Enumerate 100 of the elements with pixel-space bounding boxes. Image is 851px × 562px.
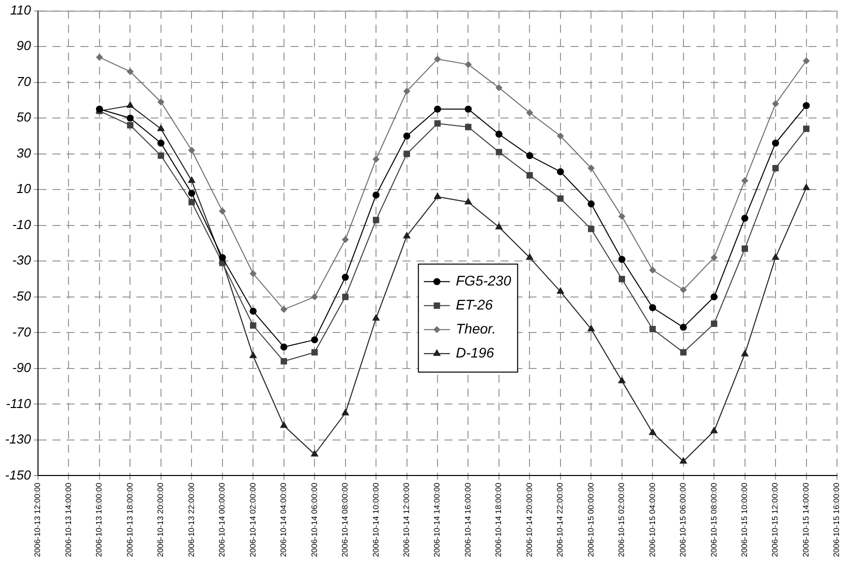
point [464,198,472,204]
y-tick-label: -130 [4,432,32,447]
y-tick-label: -110 [6,396,32,411]
point [495,130,502,138]
x-tick-label: 2006-10-14 00:00:00 [218,482,227,558]
point [434,192,442,200]
point [434,56,442,63]
point [588,200,595,208]
x-tick-label: 2006-10-14 16:00:00 [463,482,472,558]
x-tick-label: 2006-10-14 08:00:00 [340,482,350,558]
point [802,57,810,64]
point [402,232,411,238]
x-tick-label: 2006-10-14 22:00:00 [556,482,565,558]
x-tick-label: 2006-10-14 18:00:00 [494,482,504,558]
point [310,450,318,457]
point [127,122,134,128]
x-tick-label: 2006-10-15 10:00:00 [740,482,750,558]
point [710,426,718,434]
point [772,100,780,108]
x-tick-label: 2006-10-14 02:00:00 [248,482,258,558]
point [280,306,288,313]
x-tick-label: 2006-10-14 14:00:00 [432,482,442,558]
y-tick-label: 110 [10,2,32,18]
point [495,222,503,230]
x-tick-label: 2006-10-15 12:00:00 [770,482,780,558]
point [648,428,657,436]
y-tick-label: 50 [16,110,32,125]
point [188,198,195,206]
point [157,140,164,147]
x-tick-label: 2006-10-15 00:00:00 [586,482,596,558]
point [311,349,318,356]
y-tick-label: -10 [12,216,32,232]
x-tick-label: 2006-10-13 14:00:00 [64,482,73,558]
point [742,245,748,252]
point [618,276,626,282]
point [649,326,656,332]
point [250,308,257,315]
y-tick-label: -70 [12,324,32,340]
point [679,456,688,464]
point [280,358,288,364]
x-tick-label: 2006-10-13 12:00:00 [33,482,42,558]
x-tick-label: 2006-10-13 22:00:00 [186,482,196,558]
point [157,124,165,132]
point [680,324,687,331]
point [526,172,533,178]
point [802,102,810,110]
point [311,336,318,344]
y-tick-label: 30 [16,145,32,160]
x-tick-label: 2006-10-14 10:00:00 [371,482,380,558]
point [126,101,134,108]
point [126,114,134,122]
point [404,150,410,158]
x-tick-label: 2006-10-14 06:00:00 [310,482,319,558]
point [372,156,380,163]
x-tick-label: 2006-10-15 14:00:00 [801,482,810,558]
point [249,351,258,358]
point [342,236,349,244]
point [618,212,626,220]
point [342,274,349,281]
point [557,195,564,202]
point [464,106,472,113]
point [218,208,226,215]
y-tick-label: 10 [16,181,32,196]
point [372,191,380,198]
point [649,304,656,312]
x-tick-label: 2006-10-14 04:00:00 [279,482,288,558]
x-tick-label: 2006-10-15 08:00:00 [709,482,718,558]
point [342,294,348,300]
point [772,164,779,172]
point [157,98,164,106]
point [464,60,472,68]
point [434,106,442,113]
point [556,132,564,140]
x-tick-label: 2006-10-13 16:00:00 [94,482,104,558]
x-tick-label: 2006-10-15 04:00:00 [648,482,657,558]
point [588,226,594,232]
x-tick-label: 2006-10-15 02:00:00 [617,482,626,558]
point [802,183,810,190]
legend-label: FG5-230 [456,272,512,289]
point [280,421,288,428]
point [341,408,350,416]
point [188,146,196,154]
point [740,350,749,356]
point [188,190,196,197]
x-tick-label: 2006-10-14 20:00:00 [524,482,534,558]
point [710,254,718,262]
point [311,293,318,300]
y-tick-label: -50 [12,288,32,304]
point [680,349,687,356]
legend-label: ET-26 [456,296,493,313]
point [680,286,687,294]
point [772,140,780,147]
point [588,164,595,172]
y-tick-label: 70 [16,74,32,89]
point [250,322,256,329]
x-tick-label: 2006-10-15 16:00:00 [832,482,842,558]
y-tick-label: 90 [16,38,32,54]
point [526,152,534,160]
y-tick-label: -150 [4,467,32,482]
y-tick-label: -30 [12,252,32,268]
